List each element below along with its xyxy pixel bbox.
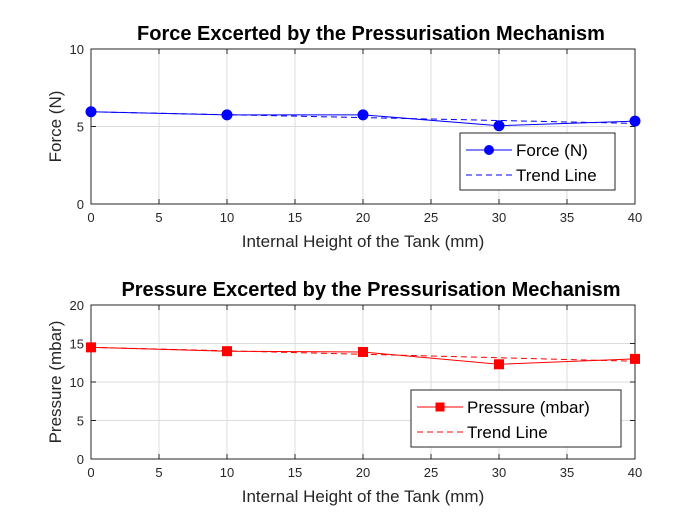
chart-2-y-axis-label: Pressure (mbar) <box>46 321 65 444</box>
chart-1-x-tick-label: 0 <box>87 210 94 225</box>
chart-1-data-point: 20, 5.75 <box>357 109 369 121</box>
chart-1-data-point: 40, 5.35 <box>629 115 641 127</box>
chart-2-data-point: 30, 12.3 <box>494 359 504 370</box>
chart-1-legend-label: Force (N) <box>516 141 588 160</box>
chart-1-x-tick-label: 5 <box>155 210 162 225</box>
chart-2-data-point: 40, 13 <box>630 353 640 364</box>
chart-2-trend-line <box>90 346 636 362</box>
chart-1-x-tick-label: 10 <box>220 210 234 225</box>
chart-1-x-tick-label: 35 <box>560 210 574 225</box>
chart-2-x-tick-label: 25 <box>424 465 438 480</box>
chart-1-x-tick-label: 40 <box>628 210 642 225</box>
chart-2-legend-box <box>410 389 622 448</box>
chart-2-y-tick-label: 10 <box>70 375 84 390</box>
chart-2-x-tick-label: 35 <box>560 465 574 480</box>
chart-2-y-tick-label: 15 <box>70 337 84 352</box>
chart-1-x-tick-label: 15 <box>288 210 302 225</box>
chart-2-data-point: 20, 13.9 <box>358 346 368 357</box>
chart-2-title: Pressure Excerted by the Pressurisation … <box>121 279 620 301</box>
chart-1-data-point: 30, 5.05 <box>493 120 505 132</box>
chart-1-x-tick-label: 20 <box>356 210 370 225</box>
chart-2-x-tick-label: 30 <box>492 465 506 480</box>
chart-2-y-tick-label: 20 <box>70 298 84 313</box>
chart-1: 0 5 10 15 20 25 30 35 40 0 5 10 Force Excerted by th… <box>46 23 642 251</box>
chart-1-y-tick-label: 0 <box>77 197 84 212</box>
chart-1-legend: Force (N) Trend Line <box>459 132 616 191</box>
chart-2-x-tick-label: 5 <box>155 465 162 480</box>
chart-1-legend-box <box>459 132 616 191</box>
chart-2-x-axis-label: Internal Height of the Tank (mm) <box>242 487 485 506</box>
chart-2-y-tick-label: 0 <box>77 452 84 467</box>
chart-1-x-axis-label: Internal Height of the Tank (mm) <box>242 232 485 251</box>
chart-2-legend: Pressure (mbar) Trend Line <box>410 389 622 448</box>
chart-1-y-tick-label: 10 <box>70 42 84 57</box>
chart-2-x-tick-label: 15 <box>288 465 302 480</box>
chart-1-y-axis-label: Force (N) <box>46 91 65 163</box>
chart-2-legend-label: Pressure (mbar) <box>467 398 590 417</box>
chart-1-x-tick-label: 30 <box>492 210 506 225</box>
chart-1-trend-line <box>90 111 636 124</box>
chart-2: 0 5 10 15 20 25 30 35 40 0 5 10 15 20 Pressure Excerte… <box>46 279 642 506</box>
chart-2-x-tick-label: 40 <box>628 465 642 480</box>
chart-1-x-tick-label: 25 <box>424 210 438 225</box>
chart-1-legend-marker <box>484 145 494 155</box>
chart-1-legend-label: Trend Line <box>516 166 597 185</box>
chart-2-x-tick-label: 0 <box>87 465 94 480</box>
chart-2-x-tick-label: 10 <box>220 465 234 480</box>
chart-2-legend-label: Trend Line <box>467 423 548 442</box>
chart-2-x-tick-label: 20 <box>356 465 370 480</box>
chart-2-y-tick-label: 5 <box>77 414 84 429</box>
chart-2-legend-marker <box>435 402 445 412</box>
chart-1-y-tick-label: 5 <box>77 120 84 135</box>
chart-1-title: Force Excerted by the Pressurisation Mec… <box>137 23 605 45</box>
